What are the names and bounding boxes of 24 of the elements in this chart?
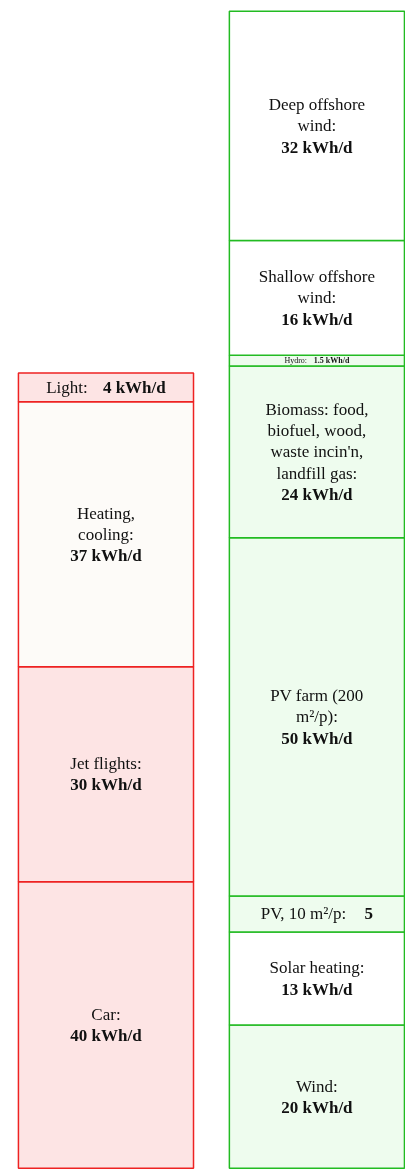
data-label: 13 kWh/d	[281, 979, 354, 999]
series-label: Car:	[91, 1004, 121, 1024]
data-label: 50 kWh/d	[281, 728, 354, 748]
series-label: Jet flights:	[70, 754, 142, 774]
series-label: Biomass: food, biofuel, wood, waste incin'n, landfill gas:	[265, 399, 369, 483]
data-label: 24 kWh/d	[281, 484, 354, 504]
data-label: 40 kWh/d	[70, 1026, 143, 1046]
series-label: Solar heating:	[269, 958, 365, 978]
series-label: PV, 10 m²/p:	[260, 904, 347, 924]
series-label: PV farm (200 m²/p):	[270, 686, 364, 727]
data-label: 30 kWh/d	[70, 775, 143, 795]
series-label: Light:	[46, 377, 88, 397]
data-label: 4 kWh/d	[102, 377, 167, 397]
series-label: Shallow offshore wind:	[258, 267, 376, 308]
data-label: 5	[364, 904, 374, 924]
series-label: Heating, cooling:	[76, 503, 136, 544]
data-label: 16 kWh/d	[281, 309, 354, 329]
series-label: Hydro:	[284, 356, 308, 366]
series-label: Deep offshore wind:	[268, 95, 366, 136]
data-label: 37 kWh/d	[70, 546, 143, 566]
data-label: 20 kWh/d	[281, 1097, 354, 1117]
series-label: Wind:	[296, 1076, 338, 1096]
data-label: 32 kWh/d	[281, 137, 354, 157]
data-label: 1.5 kWh/d	[313, 356, 350, 366]
